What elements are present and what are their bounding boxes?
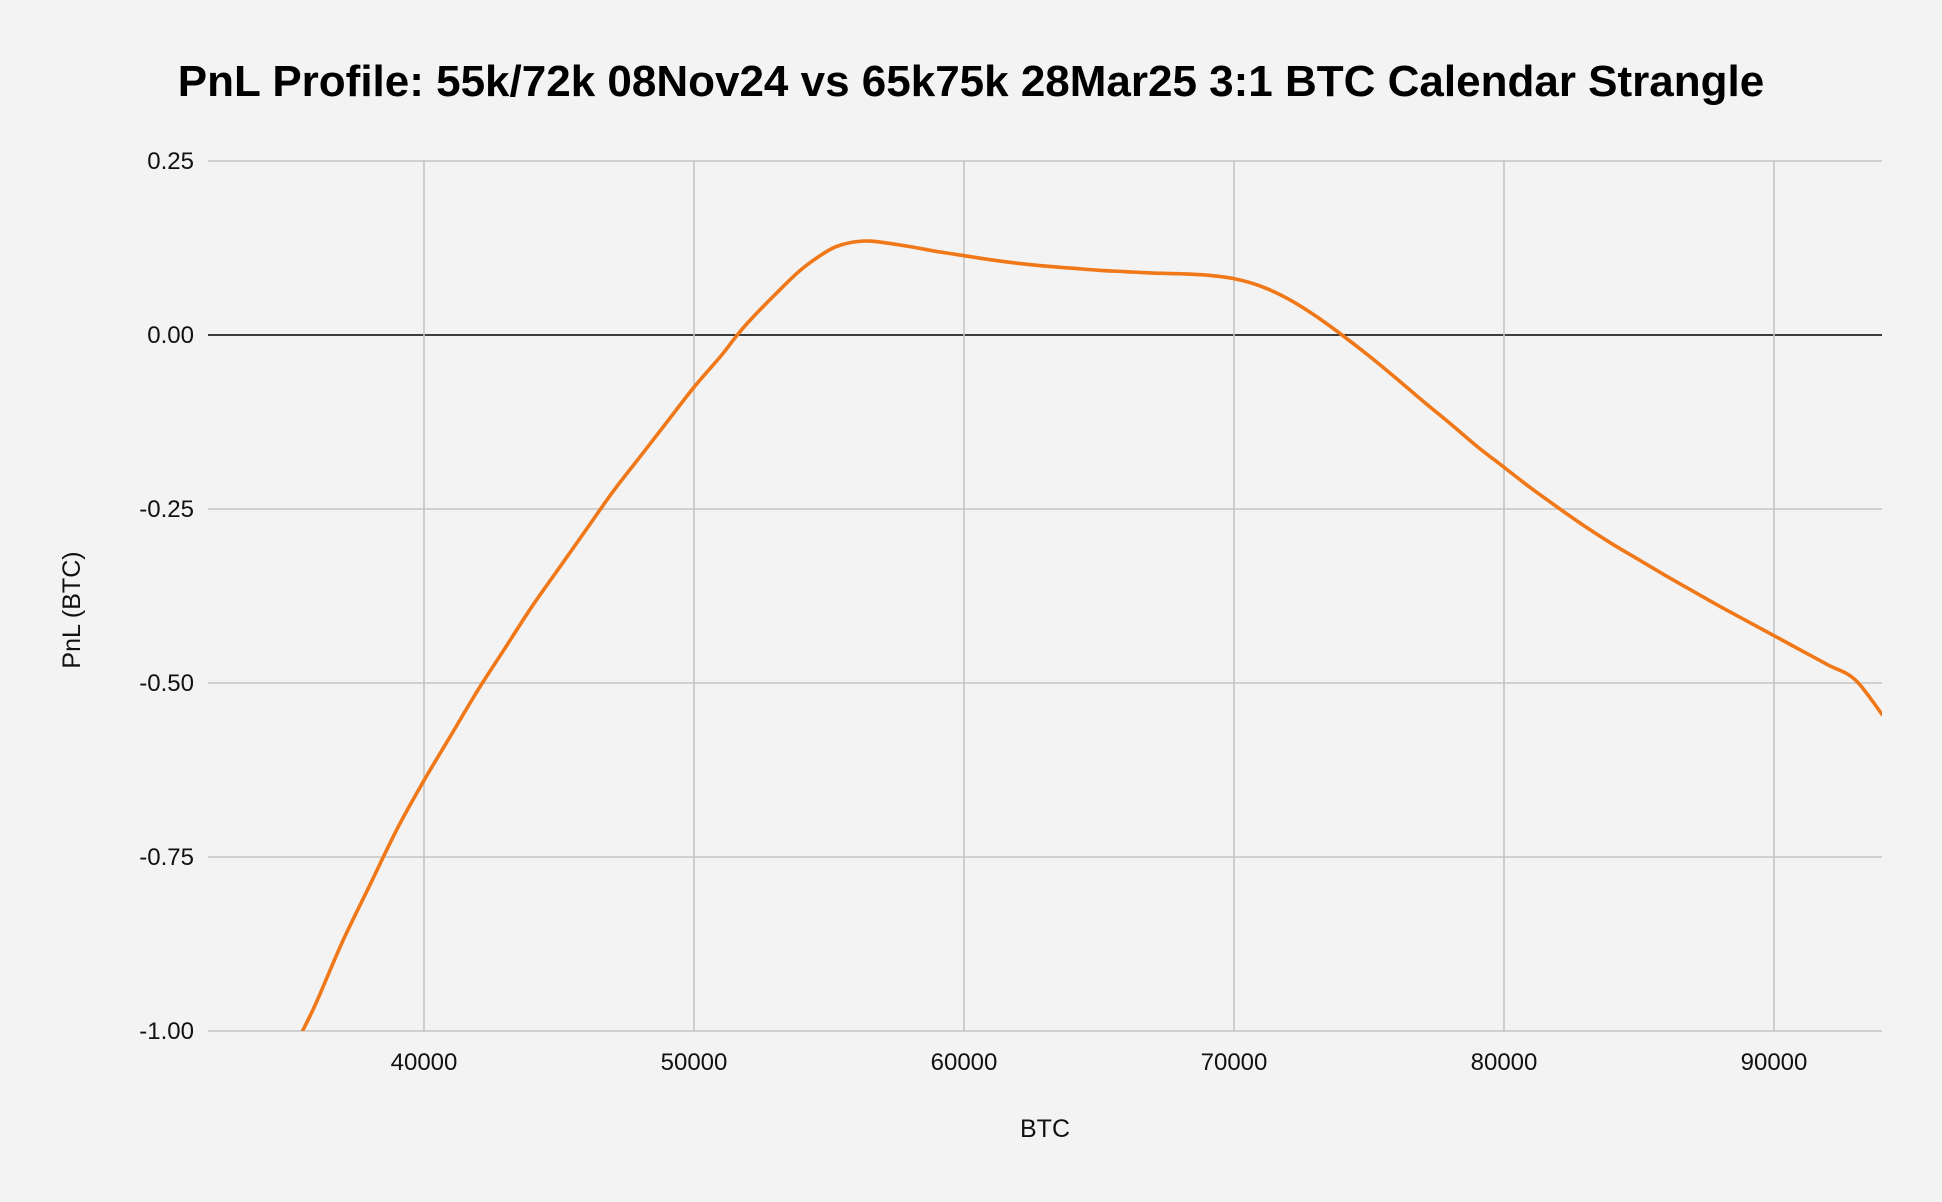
x-axis-title: BTC <box>1020 1115 1070 1143</box>
y-tick-label: 0.00 <box>147 322 194 349</box>
y-tick-label: -0.50 <box>139 670 194 697</box>
chart-title: PnL Profile: 55k/72k 08Nov24 vs 65k75k 2… <box>178 57 1764 106</box>
x-tick-label: 80000 <box>1471 1049 1538 1076</box>
x-tick-label: 60000 <box>931 1049 998 1076</box>
x-tick-label: 70000 <box>1201 1049 1268 1076</box>
y-tick-label: -0.75 <box>139 844 194 871</box>
y-axis-ticks: 0.25 0.00 -0.25 -0.50 -0.75 -1.00 <box>139 148 194 1045</box>
x-axis-ticks: 40000 50000 60000 70000 80000 90000 <box>391 1049 1808 1076</box>
y-tick-label: -0.25 <box>139 496 194 523</box>
y-tick-label: 0.25 <box>147 148 194 175</box>
x-tick-label: 50000 <box>661 1049 728 1076</box>
y-axis-title: PnL (BTC) <box>58 551 86 668</box>
gridlines <box>208 160 1882 1032</box>
x-tick-label: 40000 <box>391 1049 458 1076</box>
y-tick-label: -1.00 <box>139 1018 194 1045</box>
x-tick-label: 90000 <box>1741 1049 1808 1076</box>
pnl-series-line <box>300 239 1882 1031</box>
series-group <box>300 239 1882 1031</box>
